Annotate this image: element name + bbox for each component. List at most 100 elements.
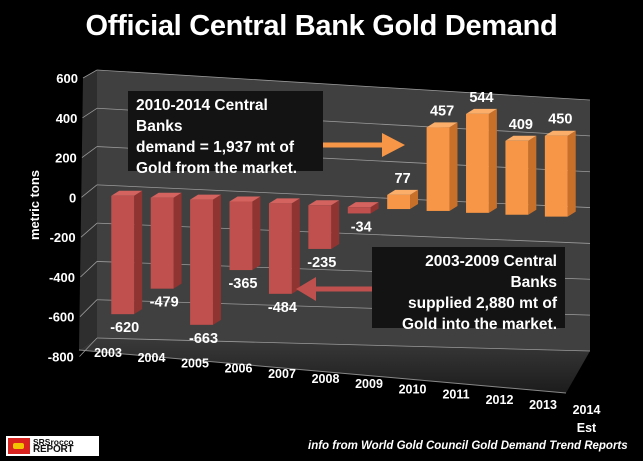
floor <box>79 338 590 393</box>
gridline-side <box>81 146 98 158</box>
bar <box>387 189 419 210</box>
bars <box>111 108 576 325</box>
gridline-side <box>80 222 98 238</box>
data-label: -620 <box>110 320 139 336</box>
y-tick-label: 400 <box>56 111 78 126</box>
bar-top <box>505 135 537 141</box>
y-tick-label: -400 <box>49 270 75 285</box>
data-label: 409 <box>509 117 533 133</box>
x-tick-label: 2007 <box>268 367 296 381</box>
bar-top <box>544 130 576 136</box>
data-label: 544 <box>469 90 493 106</box>
bar-front <box>150 197 174 289</box>
logo-line1: SRSrocco <box>33 437 74 447</box>
bar-front <box>268 203 292 294</box>
x-tick-label: 2006 <box>225 362 253 376</box>
x-tick-label: 2003 <box>94 346 122 360</box>
bar-side <box>488 108 497 213</box>
srsrocco-logo: SRSrocco REPORT <box>6 436 99 456</box>
logo-line2: REPORT <box>33 444 74 455</box>
arrow-supply-head <box>296 277 316 301</box>
bar-front <box>426 127 450 211</box>
chart-title: Official Central Bank Gold Demand <box>85 10 558 42</box>
bar <box>544 130 576 217</box>
bar <box>190 194 221 325</box>
annotation-supply-line: supplied 2,880 mt of <box>407 295 557 312</box>
annotation-demand-line: demand = 1,937 mt of <box>136 139 295 156</box>
data-label: -235 <box>307 255 336 271</box>
bar <box>347 202 379 214</box>
data-label: 77 <box>395 171 411 187</box>
annotation-demand: 2010-2014 Central Banks demand = 1,937 m… <box>128 91 323 177</box>
bar-side <box>410 189 419 210</box>
bar-front <box>505 140 529 215</box>
bar-side <box>528 135 537 215</box>
annotation-supply: 2003-2009 Central Banks supplied 2,880 m… <box>372 247 565 333</box>
y-axis-ticks: 600 400 200 0 -200 -400 -600 -800 <box>48 71 78 365</box>
gridline <box>96 69 591 101</box>
bar-top <box>190 194 221 200</box>
bar <box>229 196 261 271</box>
annotation-demand-line: 2010-2014 Central Banks <box>136 97 268 135</box>
bar <box>505 135 537 215</box>
data-label: 450 <box>548 112 572 128</box>
x-axis-ticks: 2003 2004 2005 2006 2007 2008 2009 2010 2011 2012… <box>94 346 600 435</box>
data-label: -484 <box>268 300 297 316</box>
bar-side <box>449 122 458 211</box>
bar-top <box>466 108 497 114</box>
x-tick-label: 2008 <box>312 372 340 386</box>
bar-side <box>291 198 300 294</box>
bar-side <box>252 196 261 271</box>
gridline-side <box>80 261 98 278</box>
bar-top <box>111 190 143 196</box>
y-tick-label: 0 <box>69 190 76 205</box>
bar-side <box>567 130 576 217</box>
bar-side <box>370 202 379 214</box>
x-tick-label: 2004 <box>138 351 166 365</box>
side-wall <box>79 70 97 350</box>
data-label: 457 <box>430 103 454 119</box>
bar-side <box>134 190 143 315</box>
bar-front <box>387 194 411 210</box>
bar <box>111 190 143 315</box>
x-tick-label: 2014 <box>573 403 601 417</box>
y-tick-label: -600 <box>48 310 74 325</box>
bar-top <box>387 189 419 195</box>
bar-side <box>212 194 221 325</box>
bar-front <box>190 199 213 325</box>
data-label: -365 <box>228 276 257 292</box>
bar-top <box>347 202 379 208</box>
data-label: -479 <box>150 295 179 311</box>
source-note: info from World Gold Council Gold Demand… <box>308 440 628 452</box>
x-tick-label: 2011 <box>442 388 469 402</box>
y-tick-label: 200 <box>55 151 77 166</box>
bar <box>150 192 182 289</box>
x-tick-label: 2005 <box>181 356 209 370</box>
bar-top <box>268 198 300 204</box>
y-tick-label: 600 <box>56 71 78 86</box>
data-label: -663 <box>189 331 218 347</box>
x-tick-label: 2009 <box>355 377 383 391</box>
arrow-demand-head <box>382 133 405 157</box>
bar <box>308 200 340 249</box>
bar-front <box>111 195 135 315</box>
annotation-supply-line: Gold into the market. <box>401 316 557 333</box>
x-tick-label: 2012 <box>486 393 514 407</box>
data-labels: -620 -479 -663 -365 -484 -235 -34 77 457 544 409 45… <box>110 90 572 347</box>
bar-front <box>466 113 489 213</box>
annotation-supply-line: 2003-2009 Central Banks <box>425 253 557 291</box>
bar <box>426 122 458 211</box>
bar-front <box>544 135 568 217</box>
bar-top <box>150 192 182 198</box>
bar-side <box>331 200 340 249</box>
bar-front <box>308 205 332 249</box>
logo-mark-icon <box>8 438 30 454</box>
bar-front <box>229 201 253 271</box>
bar-top <box>426 122 458 128</box>
gridline-side <box>79 337 98 357</box>
x-tick-sublabel: Est <box>577 421 597 435</box>
bar-top <box>229 196 261 202</box>
bar-front <box>347 207 371 214</box>
bar-top <box>308 200 340 206</box>
